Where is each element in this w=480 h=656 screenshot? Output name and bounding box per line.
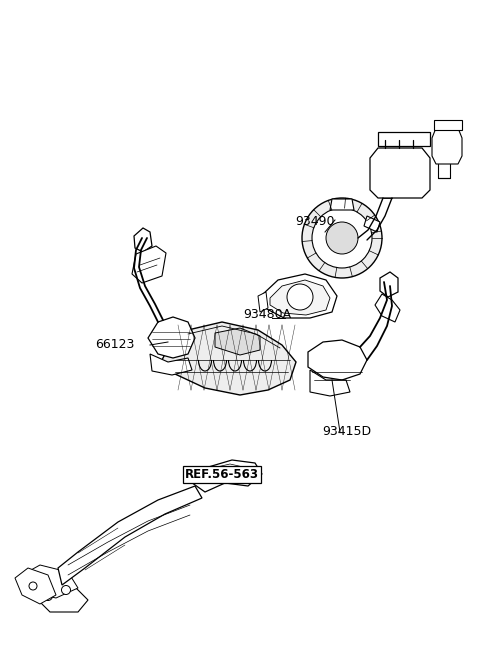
Polygon shape — [262, 274, 337, 318]
Polygon shape — [364, 216, 380, 232]
Text: 66123: 66123 — [95, 338, 134, 351]
Polygon shape — [134, 228, 152, 252]
Circle shape — [302, 198, 382, 278]
Polygon shape — [370, 148, 430, 198]
Polygon shape — [330, 199, 354, 210]
Bar — [434, 120, 462, 130]
Polygon shape — [150, 354, 192, 375]
Polygon shape — [308, 340, 367, 380]
Polygon shape — [215, 328, 260, 355]
Polygon shape — [270, 280, 330, 315]
Polygon shape — [188, 460, 262, 492]
Circle shape — [44, 592, 52, 600]
Polygon shape — [132, 246, 166, 283]
Polygon shape — [22, 565, 78, 598]
Circle shape — [312, 208, 372, 268]
Circle shape — [61, 586, 71, 594]
Polygon shape — [258, 292, 268, 312]
Circle shape — [287, 284, 313, 310]
Polygon shape — [28, 574, 88, 612]
Text: 93415D: 93415D — [322, 425, 371, 438]
Circle shape — [29, 582, 37, 590]
Polygon shape — [162, 322, 296, 395]
Bar — [378, 132, 430, 146]
Text: REF.56-563: REF.56-563 — [185, 468, 259, 481]
Text: 93490: 93490 — [295, 215, 335, 228]
Polygon shape — [310, 370, 350, 396]
Polygon shape — [380, 272, 398, 297]
Polygon shape — [148, 317, 195, 358]
Polygon shape — [375, 294, 400, 322]
Polygon shape — [15, 568, 56, 604]
Circle shape — [326, 222, 358, 254]
Polygon shape — [432, 128, 462, 164]
Polygon shape — [58, 486, 202, 585]
Text: 93480A: 93480A — [243, 308, 291, 321]
